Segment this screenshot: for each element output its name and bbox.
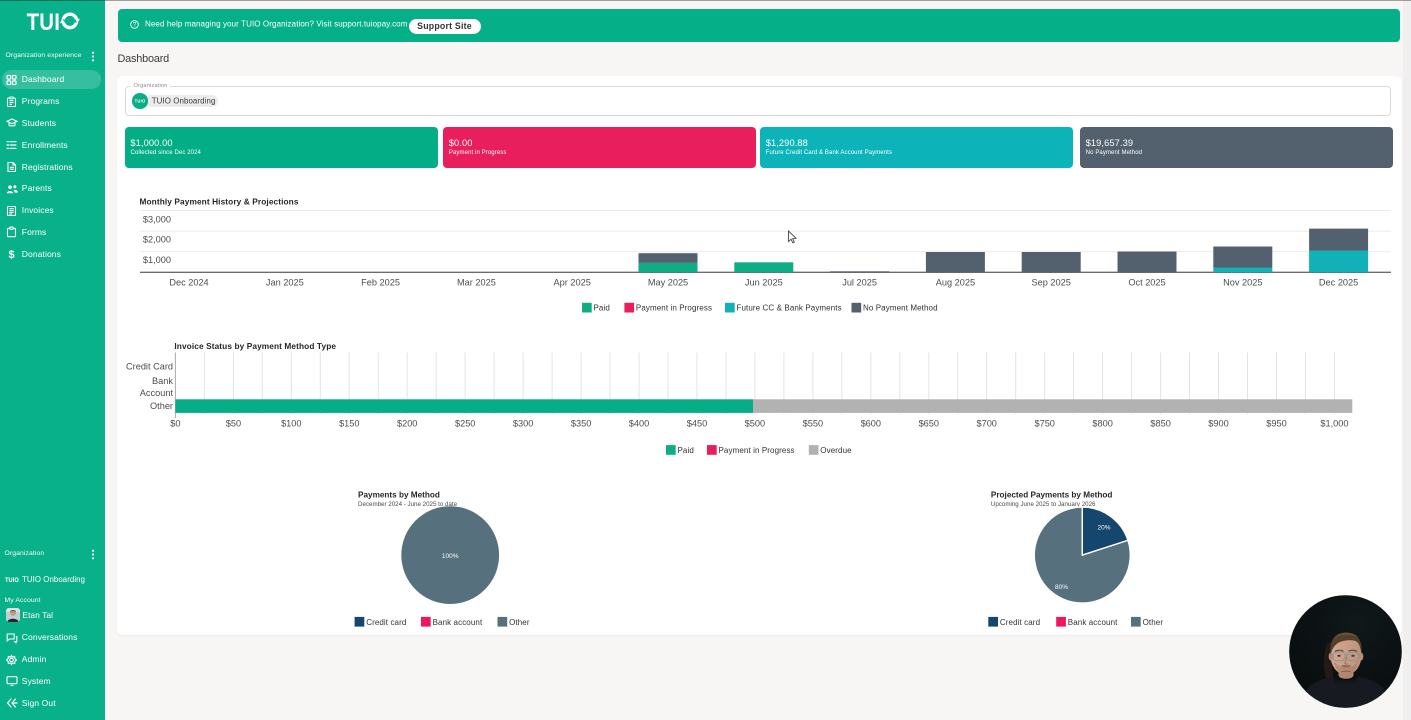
svg-text:$800: $800 (1092, 419, 1112, 429)
svg-text:Oct 2025: Oct 2025 (1128, 277, 1165, 287)
svg-text:$0: $0 (170, 419, 180, 429)
svg-text:Upcoming June 2025 to January: Upcoming June 2025 to January 2026 (991, 501, 1096, 508)
svg-text:$600: $600 (861, 419, 881, 429)
svg-text:Payments by Method: Payments by Method (358, 491, 440, 500)
svg-text:$950: $950 (1266, 419, 1286, 429)
svg-text:Credit card: Credit card (1000, 618, 1040, 627)
svg-text:$: $ (8, 249, 14, 260)
svg-text:Credit Card: Credit Card (126, 362, 173, 372)
svg-text:$1,000: $1,000 (143, 255, 171, 265)
svg-text:$300: $300 (513, 419, 533, 429)
svg-text:$3,000: $3,000 (143, 215, 171, 225)
svg-text:$750: $750 (1034, 419, 1054, 429)
svg-text:$100: $100 (281, 419, 301, 429)
svg-text:$350: $350 (571, 419, 591, 429)
svg-text:Other: Other (1143, 618, 1164, 627)
svg-text:?: ? (132, 23, 136, 29)
svg-text:$900: $900 (1208, 419, 1228, 429)
svg-text:Sep 2025: Sep 2025 (1032, 277, 1071, 287)
svg-text:Dec 2024: Dec 2024 (169, 277, 208, 287)
svg-text:Account: Account (140, 388, 174, 398)
svg-text:Paid: Paid (678, 446, 694, 455)
svg-text:$400: $400 (629, 419, 649, 429)
svg-text:80%: 80% (1055, 584, 1068, 591)
svg-text:100%: 100% (442, 553, 459, 560)
svg-text:$550: $550 (803, 419, 823, 429)
svg-text:$500: $500 (745, 419, 765, 429)
svg-text:TUI: TUI (27, 9, 60, 35)
svg-text:$450: $450 (687, 419, 707, 429)
svg-text:Feb 2025: Feb 2025 (361, 277, 400, 287)
svg-text:Payment in Progress: Payment in Progress (719, 446, 795, 455)
svg-text:$2,000: $2,000 (143, 235, 171, 245)
svg-text:Overdue: Overdue (820, 446, 852, 455)
svg-text:No Payment Method: No Payment Method (863, 304, 938, 313)
svg-text:$50: $50 (226, 419, 241, 429)
svg-text:Future CC & Bank Payments: Future CC & Bank Payments (737, 304, 842, 313)
svg-text:Credit card: Credit card (366, 618, 406, 627)
svg-text:Jun 2025: Jun 2025 (745, 277, 783, 287)
svg-text:Payment in Progress: Payment in Progress (636, 304, 712, 313)
svg-text:Projected Payments by Method: Projected Payments by Method (991, 491, 1112, 500)
svg-text:December 2024 - June 2025 to d: December 2024 - June 2025 to date (358, 501, 458, 508)
svg-text:Nov 2025: Nov 2025 (1223, 277, 1262, 287)
svg-text:$1,000: $1,000 (1320, 419, 1348, 429)
svg-text:20%: 20% (1097, 524, 1110, 531)
svg-text:Aug 2025: Aug 2025 (936, 277, 975, 287)
svg-text:$850: $850 (1150, 419, 1170, 429)
svg-text:$250: $250 (455, 419, 475, 429)
svg-text:Bank account: Bank account (433, 618, 483, 627)
svg-text:Bank: Bank (152, 376, 173, 386)
svg-text:Other: Other (150, 401, 173, 411)
svg-text:Bank account: Bank account (1068, 618, 1118, 627)
svg-text:Invoice Status by Payment Meth: Invoice Status by Payment Method Type (174, 341, 336, 351)
svg-text:Monthly Payment History & Proj: Monthly Payment History & Projections (140, 197, 299, 207)
svg-text:Mar 2025: Mar 2025 (457, 277, 496, 287)
svg-text:TUIO: TUIO (5, 578, 19, 584)
svg-text:Jan 2025: Jan 2025 (266, 277, 304, 287)
svg-text:Other: Other (509, 618, 530, 627)
svg-text:Apr 2025: Apr 2025 (554, 277, 591, 287)
svg-text:Jul 2025: Jul 2025 (842, 277, 877, 287)
svg-text:$200: $200 (397, 419, 417, 429)
svg-text:$650: $650 (919, 419, 939, 429)
svg-text:$700: $700 (976, 419, 996, 429)
svg-text:$150: $150 (339, 419, 359, 429)
svg-text:May 2025: May 2025 (648, 277, 688, 287)
svg-text:Paid: Paid (594, 304, 610, 313)
svg-text:Dec 2025: Dec 2025 (1319, 277, 1358, 287)
